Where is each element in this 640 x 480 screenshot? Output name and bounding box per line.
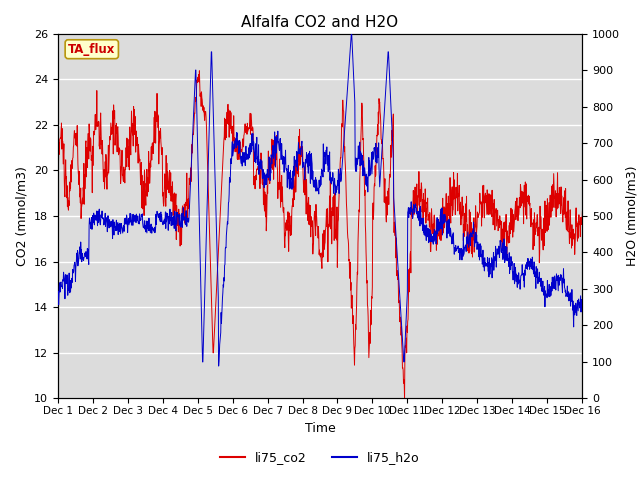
Y-axis label: CO2 (mmol/m3): CO2 (mmol/m3) (15, 166, 28, 266)
Legend: li75_co2, li75_h2o: li75_co2, li75_h2o (215, 446, 425, 469)
Text: TA_flux: TA_flux (68, 43, 115, 56)
X-axis label: Time: Time (305, 421, 335, 434)
Y-axis label: H2O (mmol/m3): H2O (mmol/m3) (626, 166, 639, 266)
Title: Alfalfa CO2 and H2O: Alfalfa CO2 and H2O (241, 15, 399, 30)
